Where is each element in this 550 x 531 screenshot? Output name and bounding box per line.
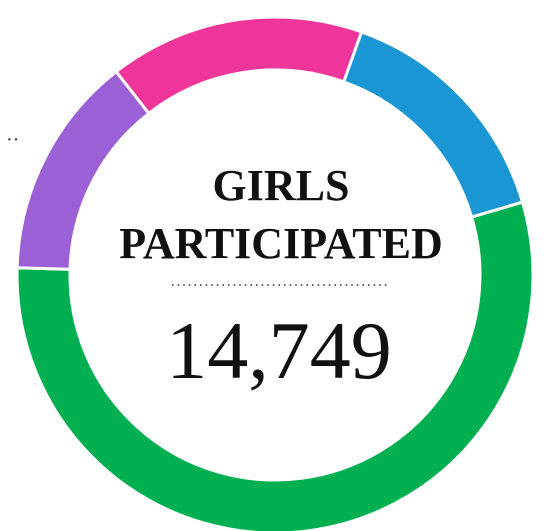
donut-segment (114, 15, 364, 116)
total-value: 14,749 (166, 305, 392, 396)
leader-dots: ·· (6, 129, 19, 151)
title-line: PARTICIPATED (119, 219, 443, 268)
donut (15, 15, 535, 531)
donut-segment (341, 30, 525, 219)
title-line: GIRLS (213, 161, 350, 210)
donut-segment (15, 200, 535, 531)
donut-segment (15, 69, 151, 271)
